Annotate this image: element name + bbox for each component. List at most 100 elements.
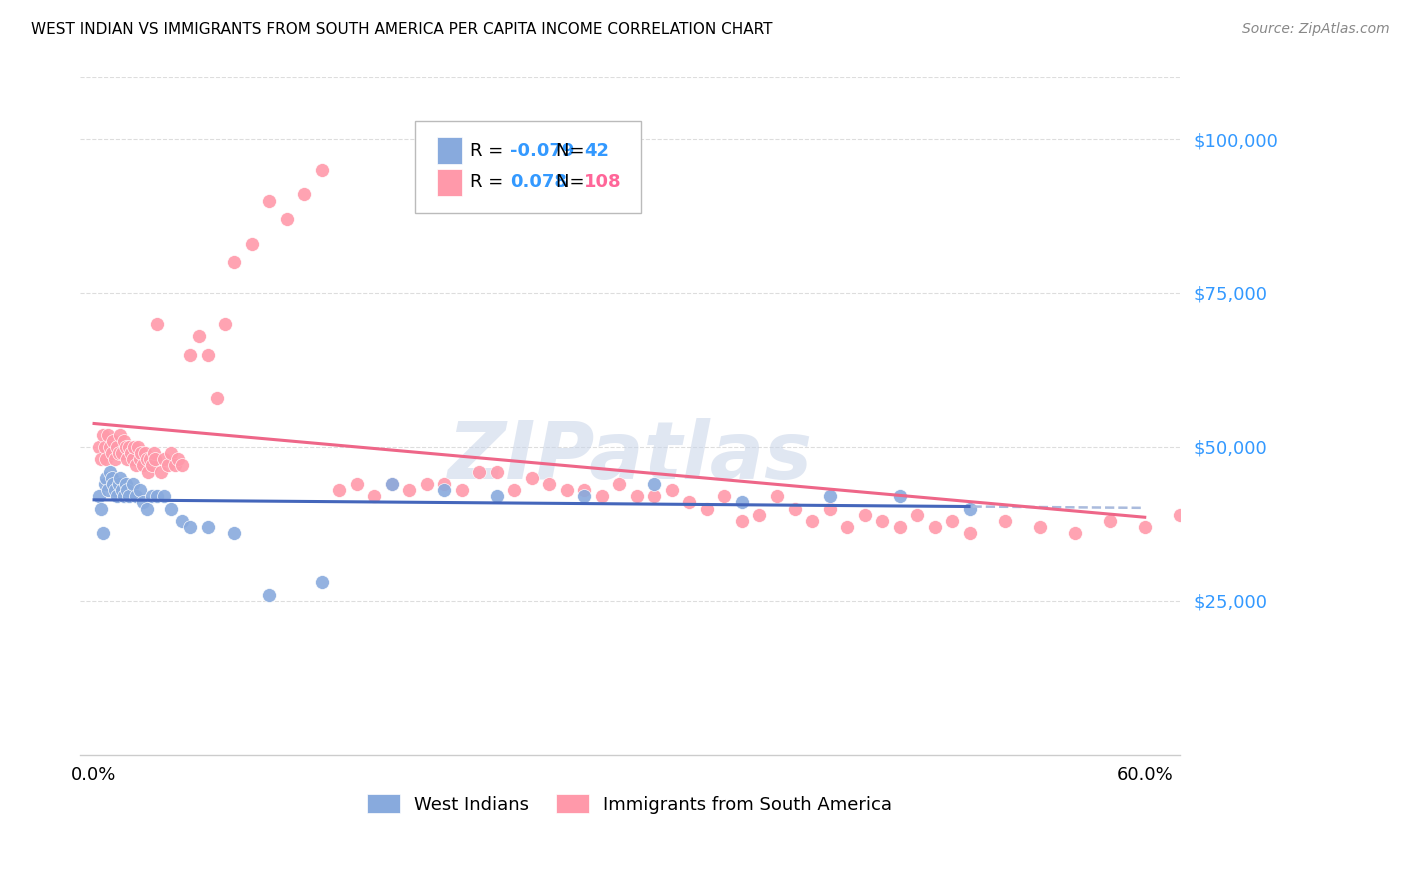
Point — [731, 495, 754, 509]
Point — [696, 501, 718, 516]
FancyBboxPatch shape — [415, 121, 641, 213]
Point — [112, 489, 135, 503]
Point — [661, 483, 683, 497]
Point — [120, 446, 142, 460]
FancyBboxPatch shape — [437, 169, 461, 196]
Point — [205, 391, 228, 405]
Point — [124, 440, 146, 454]
Point — [111, 483, 134, 497]
Point — [125, 458, 148, 473]
Point — [1274, 526, 1296, 541]
Point — [346, 477, 368, 491]
Point — [959, 501, 981, 516]
Point — [197, 520, 219, 534]
Point — [118, 440, 141, 454]
Point — [224, 255, 246, 269]
Point — [485, 489, 508, 503]
Point — [118, 489, 141, 503]
Point — [555, 483, 578, 497]
Text: N=: N= — [557, 173, 591, 192]
Point — [127, 440, 149, 454]
Point — [381, 477, 404, 491]
Point — [153, 452, 176, 467]
Point — [433, 477, 456, 491]
Point — [143, 452, 166, 467]
Point — [146, 317, 169, 331]
Point — [105, 440, 128, 454]
Point — [643, 477, 665, 491]
Point — [574, 489, 596, 503]
Text: 0.078: 0.078 — [510, 173, 567, 192]
Point — [132, 458, 155, 473]
Point — [117, 483, 139, 497]
Point — [924, 520, 946, 534]
Point — [941, 514, 963, 528]
Point — [853, 508, 876, 522]
Point — [1168, 508, 1191, 522]
Point — [1063, 526, 1085, 541]
Point — [100, 471, 122, 485]
Text: WEST INDIAN VS IMMIGRANTS FROM SOUTH AMERICA PER CAPITA INCOME CORRELATION CHART: WEST INDIAN VS IMMIGRANTS FROM SOUTH AME… — [31, 22, 772, 37]
Point — [107, 446, 129, 460]
Point — [139, 452, 162, 467]
Point — [128, 483, 150, 497]
Point — [818, 489, 841, 503]
Point — [90, 452, 112, 467]
Point — [135, 452, 157, 467]
Point — [179, 348, 201, 362]
Point — [801, 514, 824, 528]
Point — [100, 446, 122, 460]
Point — [276, 212, 298, 227]
Point — [1344, 520, 1367, 534]
Point — [240, 236, 263, 251]
Point — [224, 526, 246, 541]
Point — [1309, 533, 1331, 547]
Point — [433, 483, 456, 497]
Point — [1239, 514, 1261, 528]
Point — [870, 514, 893, 528]
Point — [485, 465, 508, 479]
Point — [574, 483, 596, 497]
Point — [156, 458, 179, 473]
Point — [713, 489, 735, 503]
Point — [128, 452, 150, 467]
Point — [292, 187, 315, 202]
Point — [112, 434, 135, 448]
Point — [311, 575, 333, 590]
Text: Source: ZipAtlas.com: Source: ZipAtlas.com — [1241, 22, 1389, 37]
Point — [138, 465, 160, 479]
Point — [783, 501, 806, 516]
Point — [89, 440, 111, 454]
Point — [520, 471, 543, 485]
Point — [104, 452, 127, 467]
Point — [160, 446, 183, 460]
Point — [163, 458, 186, 473]
Text: R =: R = — [471, 173, 515, 192]
Point — [107, 477, 129, 491]
Point — [1361, 514, 1384, 528]
Point — [179, 520, 201, 534]
Point — [110, 427, 132, 442]
Point — [538, 477, 561, 491]
Point — [91, 427, 114, 442]
Point — [170, 458, 193, 473]
Point — [142, 446, 165, 460]
Point — [889, 489, 911, 503]
Point — [994, 514, 1017, 528]
Point — [125, 489, 148, 503]
Point — [503, 483, 526, 497]
Point — [381, 477, 404, 491]
Point — [167, 452, 190, 467]
Point — [103, 434, 125, 448]
Point — [105, 489, 128, 503]
Point — [135, 501, 157, 516]
Point — [98, 465, 121, 479]
Point — [146, 489, 169, 503]
Point — [97, 427, 120, 442]
Point — [835, 520, 858, 534]
Point — [818, 501, 841, 516]
Point — [149, 465, 172, 479]
Point — [141, 458, 163, 473]
Point — [416, 477, 439, 491]
Point — [91, 526, 114, 541]
